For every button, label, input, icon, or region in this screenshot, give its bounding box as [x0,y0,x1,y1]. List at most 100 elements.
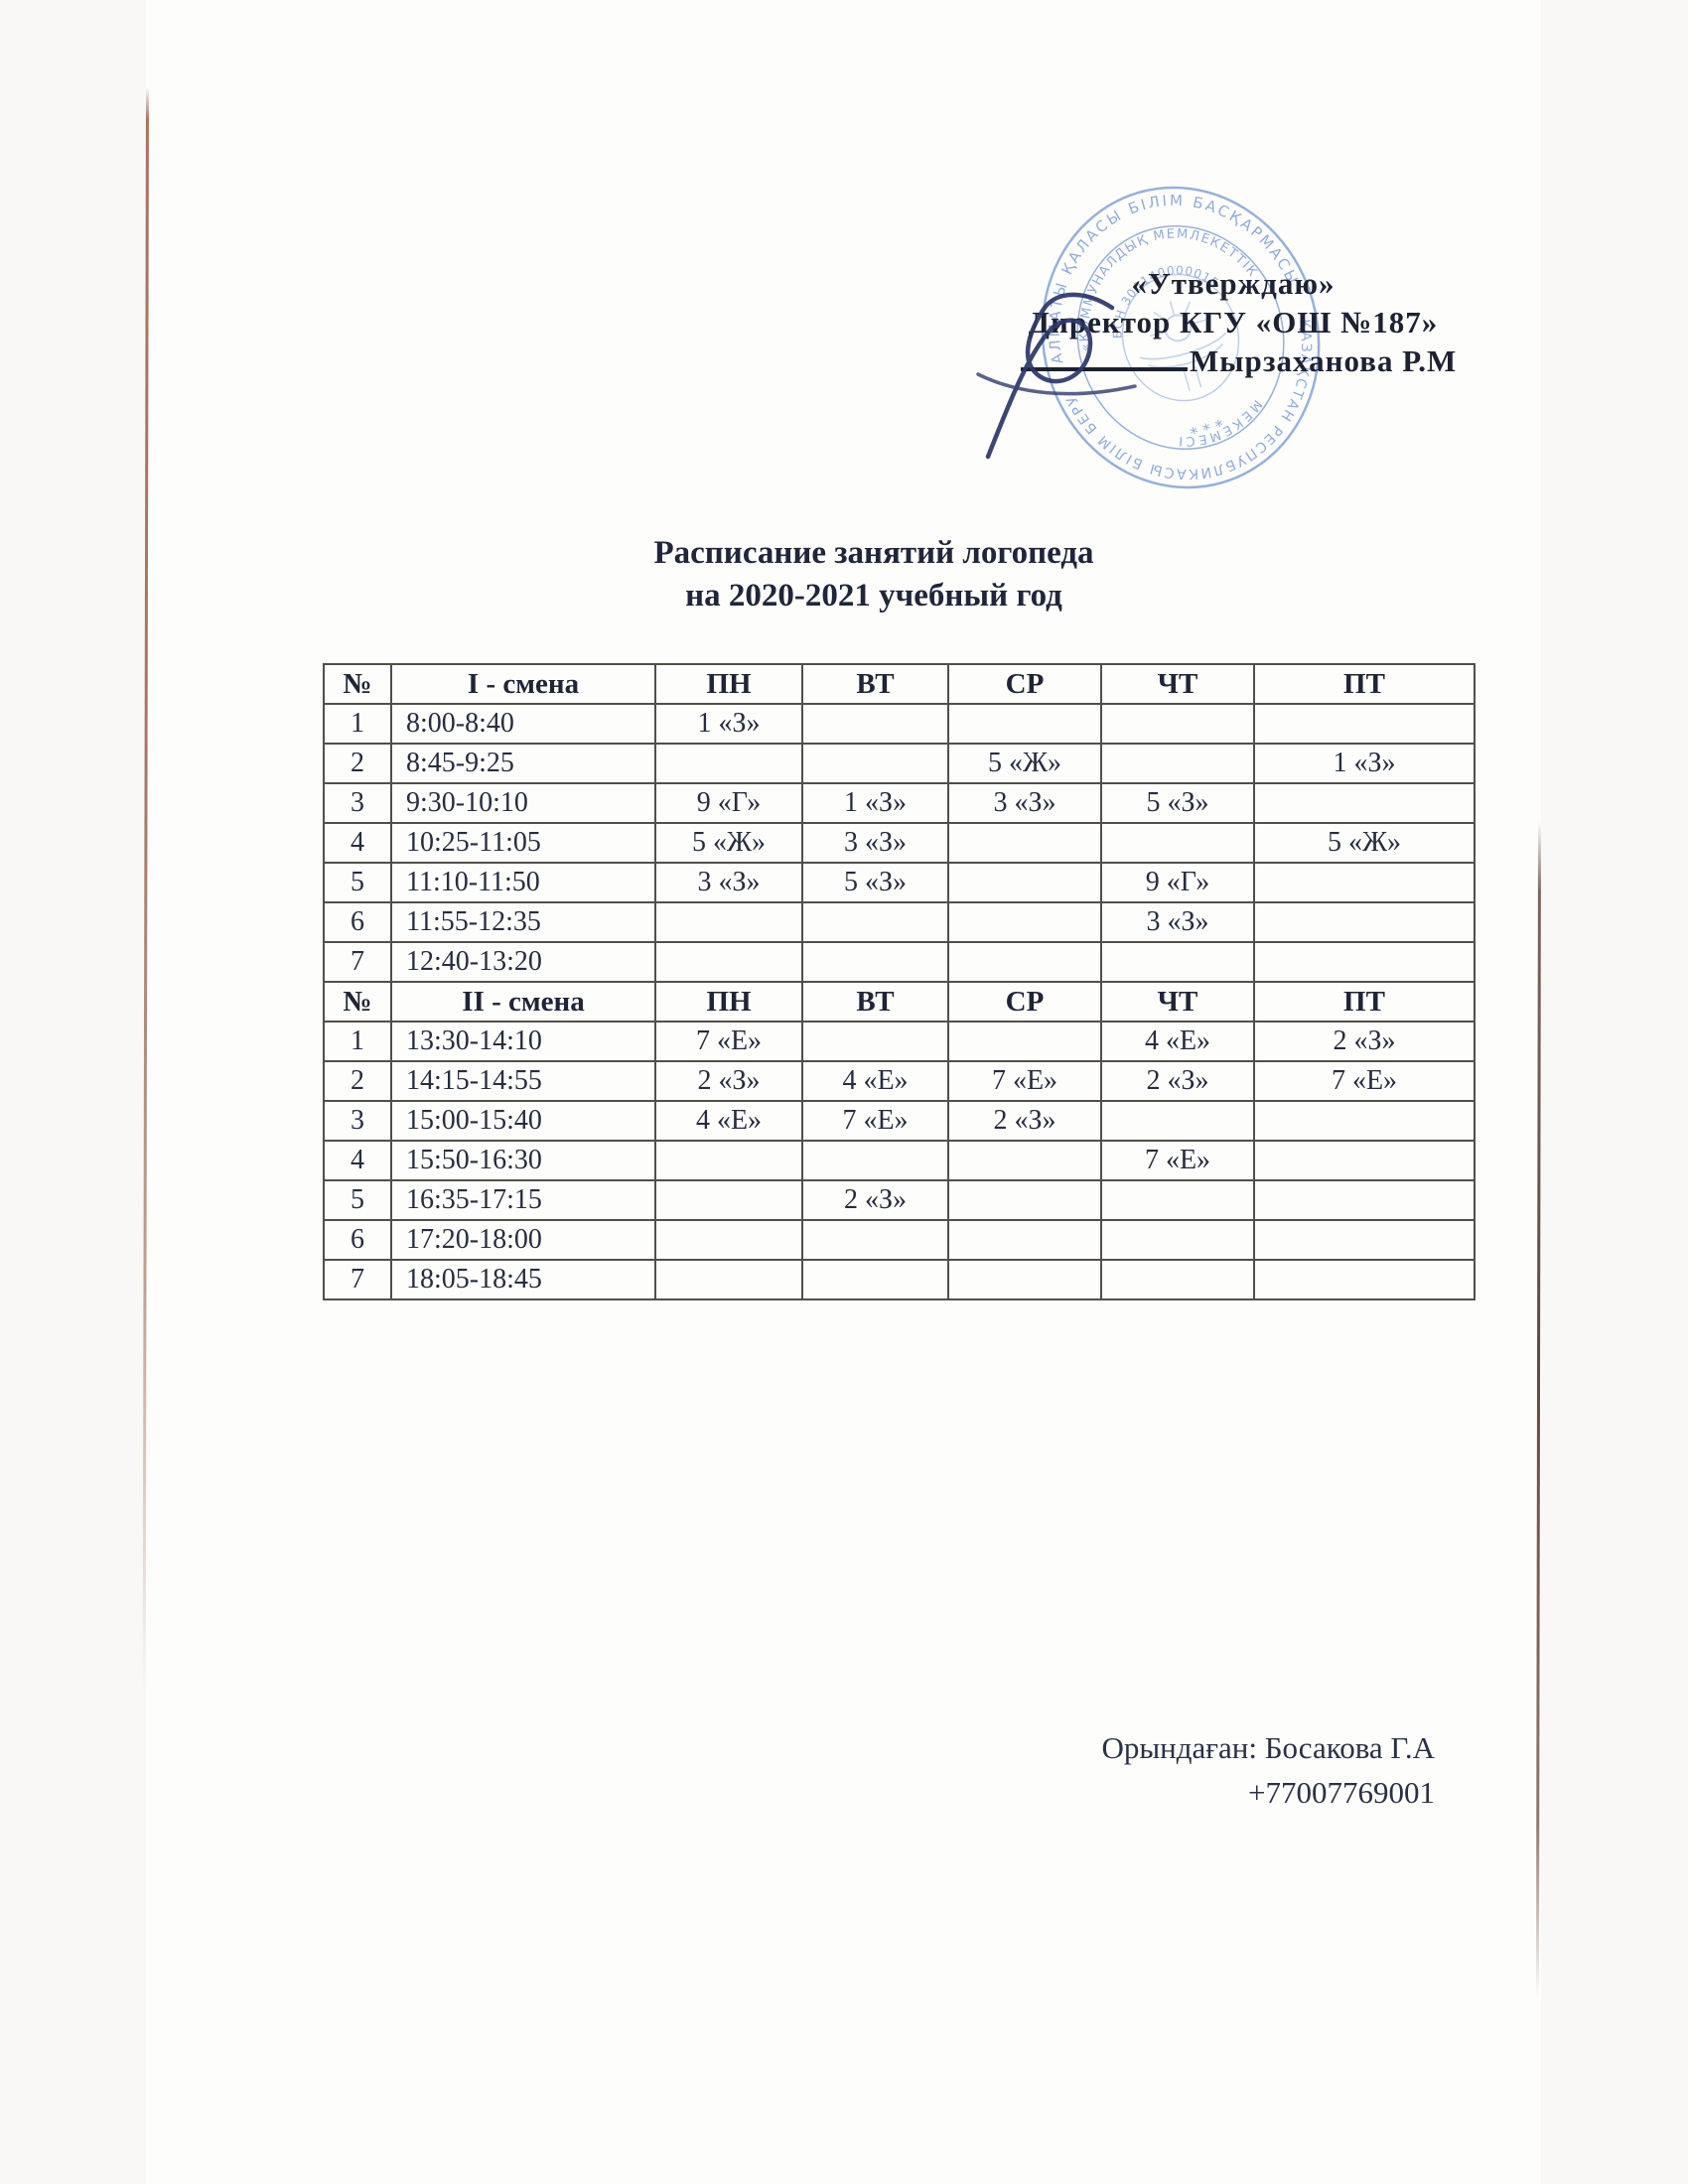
row-number: 7 [323,1259,392,1300]
class-cell [654,743,803,784]
row-number: 7 [323,941,392,983]
class-cell [654,1179,803,1221]
class-cell: 5 «З» [1100,782,1255,824]
column-header: II - смена [390,981,656,1023]
class-cell [947,1219,1102,1261]
class-cell: 1 «З» [801,782,949,824]
stamp-emblem [1139,301,1227,391]
class-cell [654,901,803,943]
class-cell [801,1021,949,1062]
row-number: 4 [323,822,392,864]
time-slot: 11:55-12:35 [390,901,656,943]
schedule-row: 5 11:10-11:50 3 «З» 5 «З» 9 «Г» [323,862,1476,903]
column-header: № [323,981,392,1023]
title-line-1: Расписание занятий логопеда [653,535,1094,571]
class-cell: 2 «З» [1253,1021,1476,1062]
class-cell: 5 «Ж» [1253,822,1476,864]
class-cell: 2 «З» [947,1100,1102,1142]
class-cell: 4 «Е» [654,1100,803,1142]
row-number: 5 [323,1179,392,1221]
schedule-row: 7 12:40-13:20 [323,941,1476,983]
phone-number: +77007769001 [1248,1775,1435,1810]
class-cell [654,1259,803,1300]
schedule-row: 3 9:30-10:10 9 «Г» 1 «З» 3 «З» 5 «З» [323,782,1476,824]
column-header: ПН [654,981,803,1023]
column-header: ЧТ [1100,663,1255,705]
schedule-row: 7 18:05-18:45 [323,1259,1476,1300]
class-cell: 5 «З» [801,862,949,903]
class-cell [947,1021,1102,1062]
schedule-row: 5 16:35-17:15 2 «З» [323,1179,1476,1221]
class-cell [947,862,1102,903]
class-cell: 9 «Г» [1100,862,1255,903]
time-slot: 16:35-17:15 [390,1179,656,1221]
class-cell [947,1179,1102,1221]
row-number: 1 [323,703,392,745]
signature-line [1021,367,1188,371]
time-slot: 17:20-18:00 [390,1219,656,1261]
row-number: 3 [323,782,392,824]
approval-block: «Утверждаю» Директор КГУ «ОШ №187» Мырза… [1021,264,1456,380]
schedule-row: 6 11:55-12:35 3 «З» [323,901,1476,943]
class-cell: 3 «З» [654,862,803,903]
time-slot: 18:05-18:45 [390,1259,656,1300]
column-header: № [323,663,392,705]
class-cell [947,703,1102,745]
class-cell: 7 «Е» [801,1100,949,1142]
class-cell [1253,1179,1476,1221]
class-cell [947,901,1102,943]
column-header: ПН [654,663,803,705]
time-slot: 8:00-8:40 [390,703,656,745]
class-cell [1100,1100,1255,1142]
class-cell: 7 «Е» [947,1060,1102,1102]
executor-name: Орындаған: Босакова Г.А [1101,1730,1435,1765]
class-cell [654,1219,803,1261]
class-cell [947,1259,1102,1300]
schedule-table: № I - смена ПН ВТ СР ЧТ ПТ 1 8:00-8:40 1 «З» 2 8:45… [323,663,1476,1300]
class-cell [1100,1259,1255,1300]
schedule-row: 1 8:00-8:40 1 «З» [323,703,1476,745]
stamp-outer-ring [1041,186,1321,489]
class-cell [1100,703,1255,745]
class-cell [1253,901,1476,943]
approval-signer-line: Мырзаханова Р.М [1021,341,1456,380]
column-header: ВТ [801,981,949,1023]
class-cell [1253,782,1476,824]
class-cell [1100,941,1255,983]
schedule-row: 4 10:25-11:05 5 «Ж» 3 «З» 5 «Ж» [323,822,1476,864]
schedule-row: 1 13:30-14:10 7 «Е» 4 «Е» 2 «З» [323,1021,1476,1062]
class-cell [1253,1259,1476,1300]
class-cell: 5 «Ж» [654,822,803,864]
row-number: 6 [323,1219,392,1261]
time-slot: 9:30-10:10 [390,782,656,824]
title-line-2: на 2020-2021 учебный год [685,578,1062,614]
stamp-inner-ring [1121,273,1240,402]
class-cell [947,1140,1102,1181]
schedule-row: 3 15:00-15:40 4 «Е» 7 «Е» 2 «З» [323,1100,1476,1142]
class-cell: 7 «Е» [1100,1140,1255,1181]
class-cell: 7 «Е» [1253,1060,1476,1102]
class-cell [1253,862,1476,903]
class-cell [1100,743,1255,784]
document-title: Расписание занятий логопеда на 2020-2021… [596,532,1152,617]
class-cell [1253,1140,1476,1181]
class-cell [1253,941,1476,983]
class-cell [801,901,949,943]
class-cell [801,703,949,745]
time-slot: 11:10-11:50 [390,862,656,903]
time-slot: 8:45-9:25 [390,743,656,784]
approval-director-line: Директор КГУ «ОШ №187» [1028,305,1439,340]
column-header: ПТ [1253,981,1476,1023]
time-slot: 15:50-16:30 [390,1140,656,1181]
schedule-header-row: № II - смена ПН ВТ СР ЧТ ПТ [323,981,1476,1023]
schedule-row: 2 14:15-14:55 2 «З» 4 «Е» 7 «Е» 2 «З» 7 «Е» [323,1060,1476,1102]
class-cell [1253,1100,1476,1142]
class-cell: 2 «З» [801,1179,949,1221]
time-slot: 14:15-14:55 [390,1060,656,1102]
scan-background-left [0,0,146,2184]
row-number: 2 [323,1060,392,1102]
class-cell [801,941,949,983]
class-cell [801,1259,949,1300]
column-header: I - смена [390,663,656,705]
